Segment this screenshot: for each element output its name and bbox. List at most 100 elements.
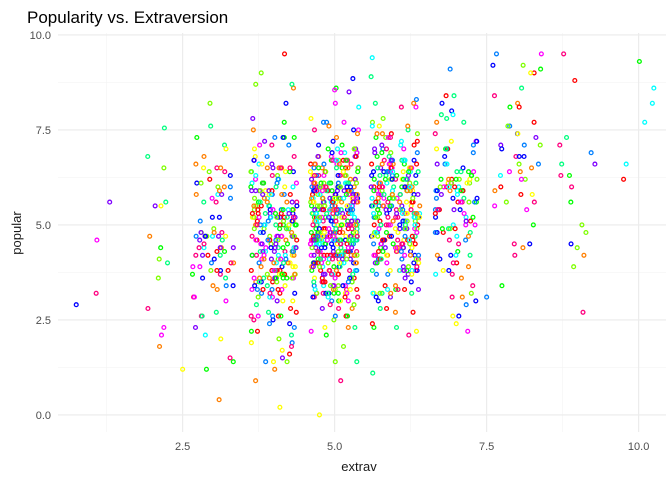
data-point [310,294,316,300]
data-point [454,191,460,198]
data-point [402,210,408,217]
data-point [374,188,380,194]
data-point [371,241,377,247]
data-point [291,153,297,160]
x-tick-label: 2.5 [175,441,190,453]
data-point [412,222,418,228]
data-point [516,104,522,110]
data-point [251,275,257,281]
data-point [322,245,328,251]
data-point [390,218,396,224]
data-point [507,123,513,129]
data-point [259,161,265,167]
data-point [276,271,283,277]
data-point [273,260,279,266]
data-point [321,161,327,167]
data-point [458,275,464,281]
data-point [259,241,265,247]
data-point [387,134,394,141]
data-point [398,104,404,110]
data-point [292,290,298,296]
data-point [491,93,498,99]
data-point [319,305,325,312]
data-point [399,210,406,217]
data-point [373,271,380,277]
data-point [312,161,318,167]
data-point [442,153,448,160]
data-point [351,127,357,133]
data-point [521,153,527,160]
data-point [259,256,265,262]
data-point [344,222,350,228]
data-point [391,195,397,201]
data-point [414,229,420,236]
data-point [375,195,381,201]
data-point [397,222,403,228]
data-point [209,195,215,201]
data-point [459,294,465,300]
data-point [371,210,377,217]
data-point [289,81,295,87]
data-point [250,127,256,133]
data-point [158,245,164,251]
data-point [293,309,299,315]
data-point [528,70,534,76]
data-point [332,275,338,281]
data-point [401,157,407,163]
data-point [379,161,385,167]
data-point [349,305,355,312]
data-point [216,188,223,194]
data-point [369,321,375,327]
data-point [211,256,217,262]
data-point [507,104,513,110]
data-point [158,332,165,338]
data-point [474,138,480,144]
data-point [317,256,324,262]
data-point [180,366,186,372]
data-point [270,165,276,171]
data-point [290,214,296,220]
data-point [323,184,329,190]
data-point [446,176,452,182]
data-point [354,131,361,137]
data-point [370,203,376,209]
data-point [372,100,378,106]
data-point [260,286,266,293]
data-point [327,283,334,289]
data-point [438,112,444,118]
data-point [282,283,288,289]
data-point [287,191,293,198]
data-point [332,313,338,319]
data-point [286,210,292,217]
data-point [311,237,317,243]
data-point [352,324,358,331]
data-point [218,336,224,342]
data-point [340,169,346,175]
data-point [438,176,444,182]
data-point [369,195,375,201]
data-point [373,294,379,300]
data-point [413,96,419,103]
data-point [198,229,204,236]
data-point [320,195,326,201]
data-point [492,203,498,209]
y-tick-label: 10.0 [30,30,51,42]
data-point [257,229,263,236]
data-point [320,271,326,277]
data-point [463,302,469,308]
data-point [336,195,342,201]
data-point [343,191,349,198]
data-point [380,203,386,209]
data-point [383,134,389,141]
data-point [161,125,167,131]
data-point [417,214,423,220]
data-point [270,313,276,319]
data-point [493,51,500,57]
data-point [403,176,409,182]
x-axis-title: extrav [341,459,377,474]
data-point [345,165,351,171]
data-point [409,271,415,277]
data-point [371,222,377,228]
data-point [327,267,333,274]
data-point [446,184,452,190]
